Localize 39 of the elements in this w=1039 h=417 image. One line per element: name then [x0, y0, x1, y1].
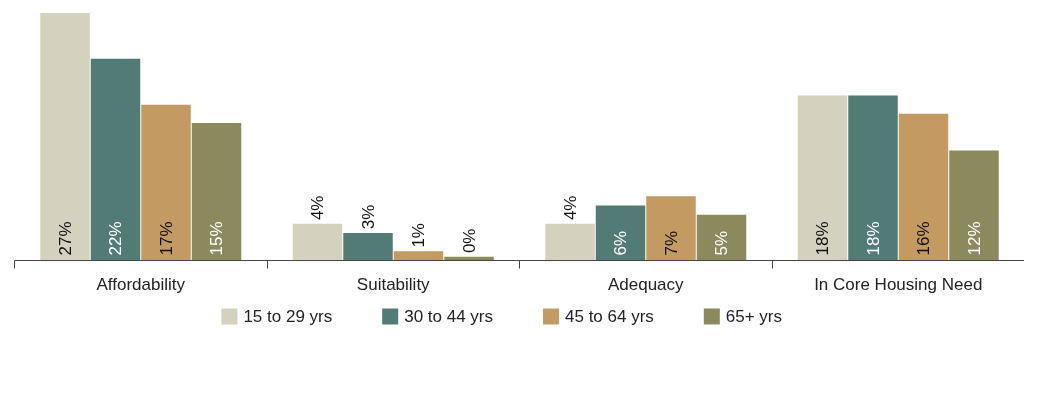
data-label: 16% [914, 221, 933, 256]
legend-label: 65+ yrs [725, 307, 783, 326]
bar [797, 95, 848, 261]
data-label: 4% [560, 195, 580, 221]
bar [40, 12, 90, 261]
legend-label: 30 to 44 yrs [404, 307, 494, 326]
data-label: 0% [459, 228, 479, 254]
data-label: 18% [863, 221, 883, 256]
bar [545, 223, 595, 261]
data-label: 12% [964, 221, 984, 256]
bar [292, 223, 343, 261]
data-label: 27% [55, 221, 75, 256]
data-label: 1% [409, 223, 428, 248]
bar [141, 104, 191, 261]
data-label: 22% [106, 221, 125, 256]
bar [848, 95, 898, 261]
data-label: 17% [156, 221, 176, 256]
data-label: 18% [813, 221, 832, 256]
bar [595, 205, 646, 261]
bar [646, 196, 696, 261]
data-label: 5% [712, 230, 731, 256]
x-tick-label: In Core Housing Need [814, 274, 983, 294]
legend-label: 15 to 29 yrs [243, 307, 333, 326]
data-label: 4% [308, 195, 327, 221]
data-label: 6% [611, 230, 630, 256]
legend-label: 45 to 64 yrs [565, 307, 654, 326]
data-label: 3% [358, 204, 378, 230]
bar [343, 233, 393, 261]
bar [898, 113, 949, 261]
x-tick-label: Adequacy [607, 274, 685, 294]
data-label: 7% [661, 230, 681, 256]
bar [90, 58, 141, 261]
bar [949, 150, 999, 261]
bar [191, 122, 242, 261]
bar [393, 251, 444, 261]
data-label: 15% [207, 221, 226, 256]
bar [696, 214, 747, 261]
x-tick-label: Affordability [96, 274, 186, 294]
x-tick-label: Suitability [356, 274, 431, 294]
